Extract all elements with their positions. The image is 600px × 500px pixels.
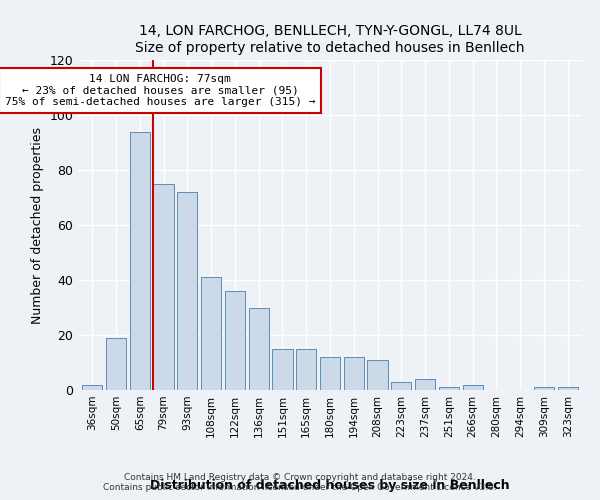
Text: 14 LON FARCHOG: 77sqm
← 23% of detached houses are smaller (95)
75% of semi-deta: 14 LON FARCHOG: 77sqm ← 23% of detached …: [5, 74, 315, 107]
Bar: [82, 384, 103, 390]
Bar: [367, 360, 388, 390]
Bar: [225, 291, 245, 390]
Bar: [344, 357, 364, 390]
Bar: [272, 349, 293, 390]
Bar: [248, 308, 269, 390]
Bar: [320, 357, 340, 390]
Bar: [296, 349, 316, 390]
Bar: [439, 387, 459, 390]
Bar: [201, 277, 221, 390]
Bar: [463, 384, 483, 390]
Text: Contains public sector information licensed under the Open Government Licence v3: Contains public sector information licen…: [103, 482, 497, 492]
Bar: [391, 382, 412, 390]
Bar: [177, 192, 197, 390]
Bar: [415, 379, 435, 390]
Text: Contains HM Land Registry data © Crown copyright and database right 2024.: Contains HM Land Registry data © Crown c…: [124, 473, 476, 482]
Title: 14, LON FARCHOG, BENLLECH, TYN-Y-GONGL, LL74 8UL
Size of property relative to de: 14, LON FARCHOG, BENLLECH, TYN-Y-GONGL, …: [135, 24, 525, 54]
Bar: [534, 387, 554, 390]
Bar: [154, 184, 173, 390]
Y-axis label: Number of detached properties: Number of detached properties: [31, 126, 44, 324]
Bar: [106, 338, 126, 390]
Bar: [557, 387, 578, 390]
X-axis label: Distribution of detached houses by size in Benllech: Distribution of detached houses by size …: [150, 478, 510, 492]
Bar: [130, 132, 150, 390]
